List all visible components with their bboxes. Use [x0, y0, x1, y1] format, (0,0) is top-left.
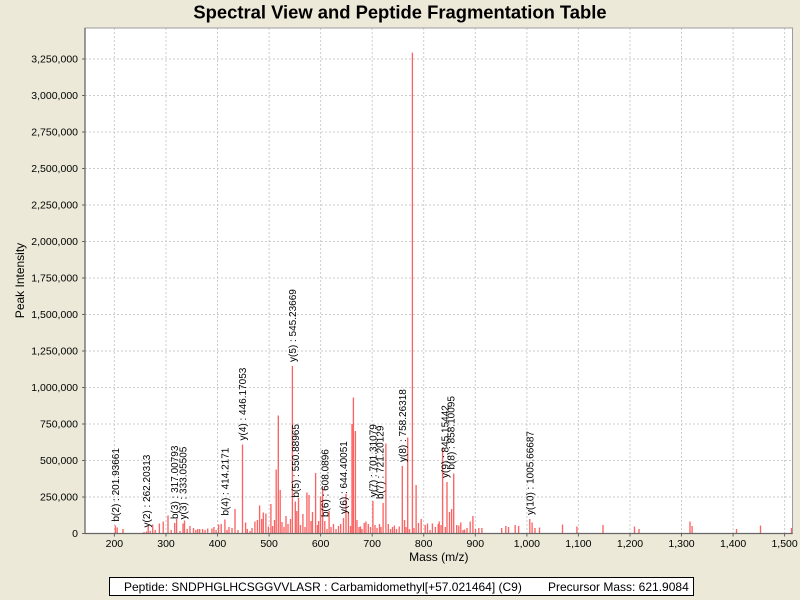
svg-text:b(6) : 608.0896: b(6) : 608.0896	[320, 449, 331, 517]
svg-text:3,000,000: 3,000,000	[31, 90, 78, 102]
svg-text:y(3) : 333.05505: y(3) : 333.05505	[179, 446, 190, 519]
svg-text:2,250,000: 2,250,000	[31, 200, 78, 212]
svg-text:b(5) : 550.88965: b(5) : 550.88965	[291, 424, 302, 498]
svg-text:900: 900	[467, 538, 485, 550]
svg-text:500,000: 500,000	[40, 455, 78, 467]
svg-text:400: 400	[209, 538, 227, 550]
svg-text:y(8) : 758.26318: y(8) : 758.26318	[398, 389, 409, 462]
svg-text:300: 300	[157, 538, 175, 550]
svg-text:b(7) : 721.20129: b(7) : 721.20129	[376, 425, 387, 499]
svg-text:250,000: 250,000	[40, 492, 78, 504]
svg-text:1,400: 1,400	[720, 538, 746, 550]
svg-text:b(8) : 858.10095: b(8) : 858.10095	[447, 396, 458, 470]
svg-text:1,500,000: 1,500,000	[31, 309, 78, 321]
svg-text:y(5) : 545.23669: y(5) : 545.23669	[288, 289, 299, 362]
svg-text:200: 200	[106, 538, 124, 550]
svg-text:2,500,000: 2,500,000	[31, 163, 78, 175]
svg-text:0: 0	[72, 528, 78, 540]
svg-text:Peptide: SNDPHGLHCSGGVVLASR :: Peptide: SNDPHGLHCSGGVVLASR : Carbamidom…	[124, 580, 522, 594]
svg-text:y(4) : 446.17053: y(4) : 446.17053	[238, 367, 249, 440]
svg-text:b(2) : 201.93661: b(2) : 201.93661	[111, 448, 122, 522]
svg-text:800: 800	[415, 538, 433, 550]
svg-text:600: 600	[312, 538, 330, 550]
svg-text:500: 500	[260, 538, 278, 550]
svg-text:1,300: 1,300	[668, 538, 694, 550]
svg-text:y(10) : 1005.66687: y(10) : 1005.66687	[525, 431, 536, 515]
svg-text:3,250,000: 3,250,000	[31, 54, 78, 66]
svg-text:y(7) : 701.31079: y(7) : 701.31079	[368, 424, 379, 497]
svg-text:b(3) : 317.00793: b(3) : 317.00793	[170, 445, 181, 519]
svg-text:1,000: 1,000	[514, 538, 540, 550]
svg-text:1,250,000: 1,250,000	[31, 346, 78, 358]
svg-text:1,000,000: 1,000,000	[31, 382, 78, 394]
svg-text:y(9) : 845.15442: y(9) : 845.15442	[441, 405, 452, 478]
svg-text:1,100: 1,100	[565, 538, 591, 550]
svg-text:y(6) : 644.40051: y(6) : 644.40051	[339, 441, 350, 514]
svg-text:2,750,000: 2,750,000	[31, 127, 78, 139]
svg-text:b(4) : 414.2171: b(4) : 414.2171	[220, 447, 231, 515]
svg-text:Mass (m/z): Mass (m/z)	[409, 550, 468, 564]
svg-text:Spectral View and Peptide Frag: Spectral View and Peptide Fragmentation …	[193, 2, 606, 23]
svg-text:Peak Intensity: Peak Intensity	[13, 243, 27, 318]
svg-text:1,750,000: 1,750,000	[31, 273, 78, 285]
svg-text:y(2) : 262.20313: y(2) : 262.20313	[142, 454, 153, 527]
svg-text:750,000: 750,000	[40, 419, 78, 431]
svg-text:2,000,000: 2,000,000	[31, 236, 78, 248]
svg-text:1,500: 1,500	[771, 538, 797, 550]
svg-text:Precursor Mass: 621.9084: Precursor Mass: 621.9084	[548, 580, 689, 594]
svg-text:1,200: 1,200	[617, 538, 643, 550]
svg-text:700: 700	[363, 538, 381, 550]
